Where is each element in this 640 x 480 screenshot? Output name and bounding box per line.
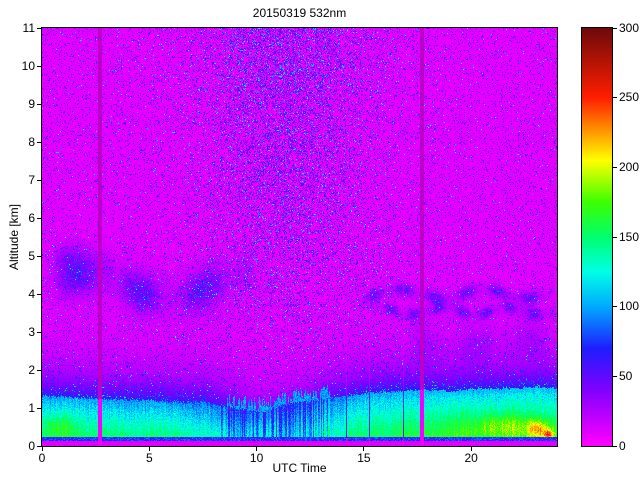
chart-title: 20150319 532nm xyxy=(252,6,347,20)
y-tick xyxy=(37,445,41,447)
colorbar xyxy=(582,28,612,446)
y-tick xyxy=(37,103,41,105)
colorbar-tick-label: 250 xyxy=(619,90,640,105)
y-tick-label: 0 xyxy=(28,438,35,453)
colorbar-tick xyxy=(613,166,617,168)
colorbar-tick-label: 0 xyxy=(619,438,626,453)
y-tick-label: 8 xyxy=(28,134,35,149)
x-tick xyxy=(470,447,472,451)
colorbar-tick-label: 50 xyxy=(619,368,633,383)
y-tick xyxy=(37,179,41,181)
y-tick xyxy=(37,217,41,219)
y-tick-label: 10 xyxy=(21,58,35,73)
colorbar-tick xyxy=(613,97,617,99)
y-tick xyxy=(37,369,41,371)
colorbar-tick-label: 100 xyxy=(619,299,640,314)
colorbar-tick xyxy=(613,445,617,447)
y-tick-label: 7 xyxy=(28,172,35,187)
y-tick xyxy=(37,255,41,257)
y-tick xyxy=(37,27,41,29)
x-axis-label: UTC Time xyxy=(272,461,327,475)
colorbar-tick-label: 200 xyxy=(619,159,640,174)
x-tick xyxy=(363,447,365,451)
x-tick-label: 5 xyxy=(145,451,153,465)
y-tick-label: 9 xyxy=(28,96,35,111)
colorbar-tick xyxy=(613,236,617,238)
y-tick xyxy=(37,331,41,333)
y-tick-label: 6 xyxy=(28,210,35,225)
y-tick-label: 4 xyxy=(28,286,35,301)
colorbar-tick xyxy=(613,306,617,308)
y-tick-label: 3 xyxy=(28,324,35,339)
x-tick-label: 15 xyxy=(357,451,371,465)
heatmap-canvas xyxy=(42,28,557,446)
x-tick xyxy=(148,447,150,451)
colorbar-tick xyxy=(613,375,617,377)
x-tick-label: 0 xyxy=(38,451,46,465)
colorbar-border xyxy=(581,27,613,447)
plot-border xyxy=(41,27,558,447)
x-tick-label: 20 xyxy=(464,451,478,465)
y-tick xyxy=(37,65,41,67)
y-tick-label: 11 xyxy=(22,20,35,35)
x-tick-label: 10 xyxy=(249,451,264,465)
colorbar-tick-label: 150 xyxy=(619,229,640,244)
y-tick-label: 1 xyxy=(28,400,35,415)
y-tick xyxy=(37,407,41,409)
colorbar-tick-label: 300 xyxy=(619,20,640,35)
y-tick xyxy=(37,141,41,143)
x-tick xyxy=(41,447,43,451)
y-tick-label: 5 xyxy=(28,248,35,263)
y-tick xyxy=(37,293,41,295)
y-tick-label: 2 xyxy=(28,362,35,377)
x-tick xyxy=(256,447,258,451)
colorbar-tick xyxy=(613,27,617,29)
